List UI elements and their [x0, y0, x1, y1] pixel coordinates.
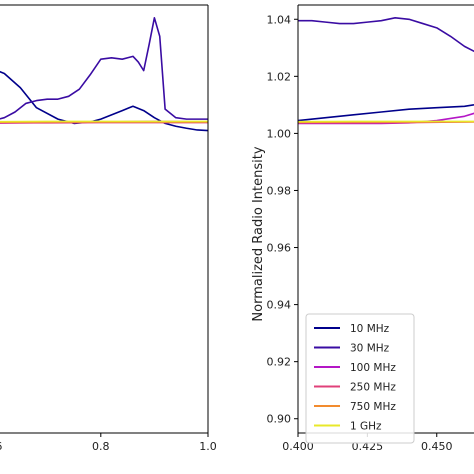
y-tick-label: 0.90	[267, 413, 292, 426]
series-group	[298, 17, 474, 125]
x-tick-label: 0.8	[92, 440, 110, 453]
legend-label: 1 GHz	[350, 421, 382, 433]
y-tick-label: 1.00	[267, 127, 292, 140]
legend-label: 10 MHz	[350, 323, 390, 335]
legend-box	[305, 313, 415, 444]
series-line-1	[0, 17, 208, 120]
y-tick-label: 0.94	[267, 299, 292, 312]
legend-label: 750 MHz	[350, 401, 396, 413]
y-tick-label: 1.04	[267, 13, 292, 26]
y-axis-label: Normalized Radio Intensity	[251, 146, 266, 321]
legend: 10 MHz 30 MHz 100 MHz 250 MHz 750 MHz 1 GHz	[305, 313, 415, 444]
right-panel: 0.400 0.425 0.4500.900.920.940.960.981.001…	[251, 4, 474, 453]
legend-label: 30 MHz	[350, 343, 390, 355]
x-tick-label: 0.450	[421, 440, 453, 453]
x-tick-label: 0.400	[282, 440, 314, 453]
left-panel: 0.6 0.8 1.0	[0, 4, 217, 453]
y-tick-label: 0.98	[267, 184, 292, 197]
series-line-10-mhz	[298, 104, 474, 122]
x-tick-label: 1.0	[199, 440, 217, 453]
y-tick-label: 0.96	[267, 242, 292, 255]
legend-label: 250 MHz	[350, 382, 396, 394]
legend-label: 100 MHz	[350, 362, 396, 374]
series-line-30-mhz	[298, 17, 474, 53]
y-tick-label: 1.02	[267, 70, 292, 83]
x-tick-label: 0.6	[0, 440, 2, 453]
y-tick-label: 0.92	[267, 356, 292, 369]
series-group	[0, 17, 208, 132]
series-line-1-ghz	[298, 120, 474, 123]
